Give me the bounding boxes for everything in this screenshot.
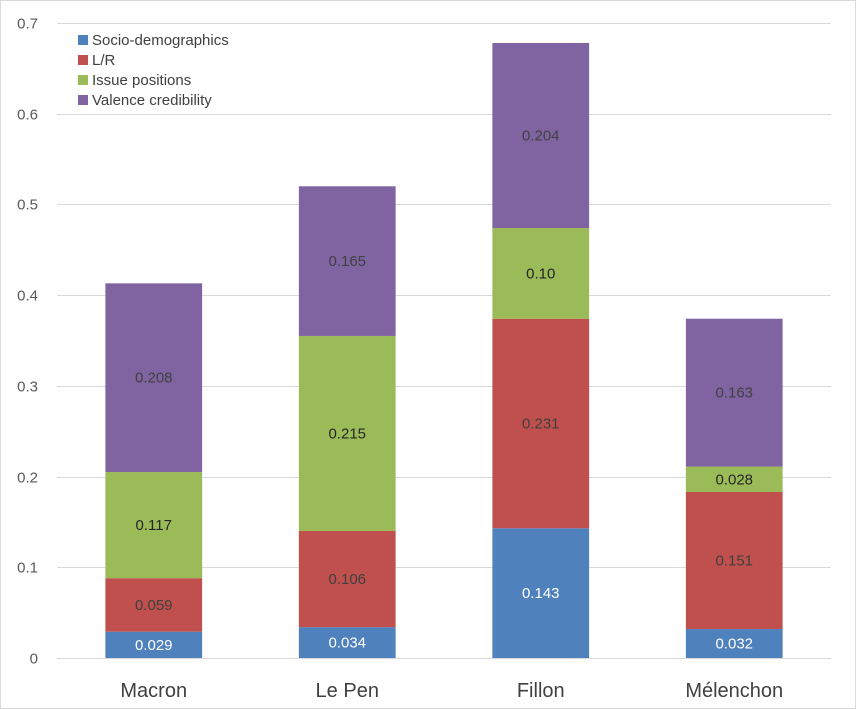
y-tick-label: 0.1 xyxy=(17,560,38,577)
legend-label: L/R xyxy=(92,52,116,69)
data-label: 0.143 xyxy=(522,585,560,602)
data-label: 0.032 xyxy=(715,635,753,652)
bar-segment xyxy=(492,528,590,658)
y-tick-label: 0.2 xyxy=(17,470,38,487)
data-label: 0.106 xyxy=(328,571,366,588)
bar-segment xyxy=(685,318,783,467)
bar-segment xyxy=(685,628,783,658)
bar-segment xyxy=(685,491,783,629)
data-label: 0.151 xyxy=(715,552,753,569)
x-tick-label: Fillon xyxy=(517,680,565,702)
bar-segment xyxy=(105,578,203,632)
bar-segment xyxy=(298,335,396,531)
y-tick-label: 0.5 xyxy=(17,197,38,214)
legend-swatch xyxy=(78,95,88,105)
data-label: 0.059 xyxy=(135,597,173,614)
bar-segment xyxy=(492,42,590,229)
data-label: 0.029 xyxy=(135,637,173,654)
y-tick-label: 0.6 xyxy=(17,107,38,124)
data-label: 0.165 xyxy=(328,253,366,270)
bar-segment xyxy=(105,631,203,658)
x-axis-ticks: Macron Le Pen Fillon Mélenchon xyxy=(120,680,783,702)
y-tick-label: 0.3 xyxy=(17,379,38,396)
legend: Socio-demographics L/R Issue positions Vale… xyxy=(78,32,229,109)
bar-segment xyxy=(298,186,396,336)
bar-segment xyxy=(298,531,396,628)
legend-swatch xyxy=(78,75,88,85)
legend-swatch xyxy=(78,35,88,45)
bar-segment xyxy=(492,228,590,319)
legend-label: Issue positions xyxy=(92,72,191,89)
legend-label: Socio-demographics xyxy=(92,32,229,49)
bar-segment xyxy=(492,318,590,529)
bar-segment xyxy=(105,472,203,579)
bar-segment xyxy=(685,466,783,492)
legend-label: Valence credibility xyxy=(92,92,212,109)
y-tick-label: 0.7 xyxy=(17,16,38,33)
y-tick-label: 0 xyxy=(30,651,38,668)
x-tick-label: Macron xyxy=(120,680,187,702)
data-label: 0.034 xyxy=(328,635,366,652)
data-label: 0.10 xyxy=(526,265,555,282)
x-tick-label: Le Pen xyxy=(316,680,379,702)
bars: 0.029 0.059 0.117 0.208 0.034 0.106 0.215 0.165… xyxy=(105,42,783,658)
bar-segment xyxy=(105,283,203,473)
data-label: 0.028 xyxy=(715,471,753,488)
y-tick-label: 0.4 xyxy=(17,288,38,305)
data-label: 0.117 xyxy=(136,517,172,534)
y-axis-ticks: 0 0.1 0.2 0.3 0.4 0.5 0.6 0.7 xyxy=(17,16,38,668)
data-label: 0.204 xyxy=(522,127,560,144)
data-label: 0.231 xyxy=(522,416,560,433)
bar-segment xyxy=(298,627,396,658)
x-tick-label: Mélenchon xyxy=(685,680,783,702)
data-label: 0.163 xyxy=(715,385,753,402)
data-label: 0.208 xyxy=(135,370,173,387)
legend-swatch xyxy=(78,55,88,65)
data-label: 0.215 xyxy=(328,425,366,442)
